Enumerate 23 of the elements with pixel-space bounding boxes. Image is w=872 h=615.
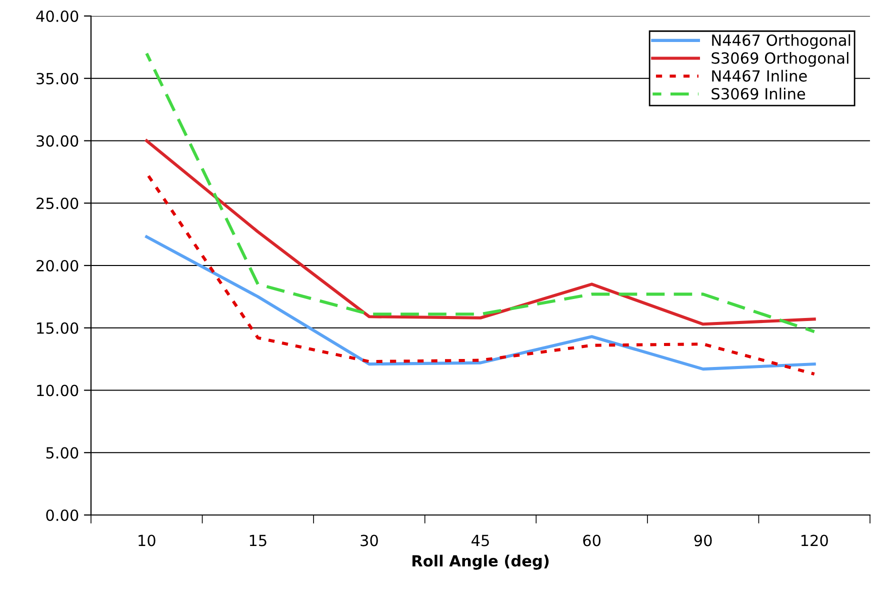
y-tick-label: 10.00 [37,384,78,396]
x-tick-label: 60 [583,534,600,546]
x-tick-label: 120 [801,534,828,546]
x-tick-label: 45 [472,534,489,546]
y-tick-label: 40.00 [36,10,78,22]
y-tick-label: 35.00 [36,72,78,84]
y-tick-label: 0.00 [46,509,78,522]
legend-label: S3069 Inline [712,88,806,100]
y-tick-label: 30.00 [36,135,78,147]
x-tick-label: 15 [250,534,266,546]
y-tick-label: 5.00 [46,447,78,459]
x-tick-label: 30 [360,534,378,546]
line-series [145,139,816,326]
y-tick-label: 25.00 [36,198,78,210]
legend-label: N4467 Inline [712,70,807,82]
line-series [145,235,816,371]
legend-label: S3069 Orthogonal [712,52,848,67]
y-tick-label: 20.00 [36,260,78,272]
x-tick-label: 90 [694,534,712,546]
y-tick-label: 15.00 [37,322,78,334]
legend-label: N4467 Orthogonal [712,34,850,49]
x-tick-label: 10 [138,534,156,546]
x-axis-title: Roll Angle (deg) [412,554,549,570]
